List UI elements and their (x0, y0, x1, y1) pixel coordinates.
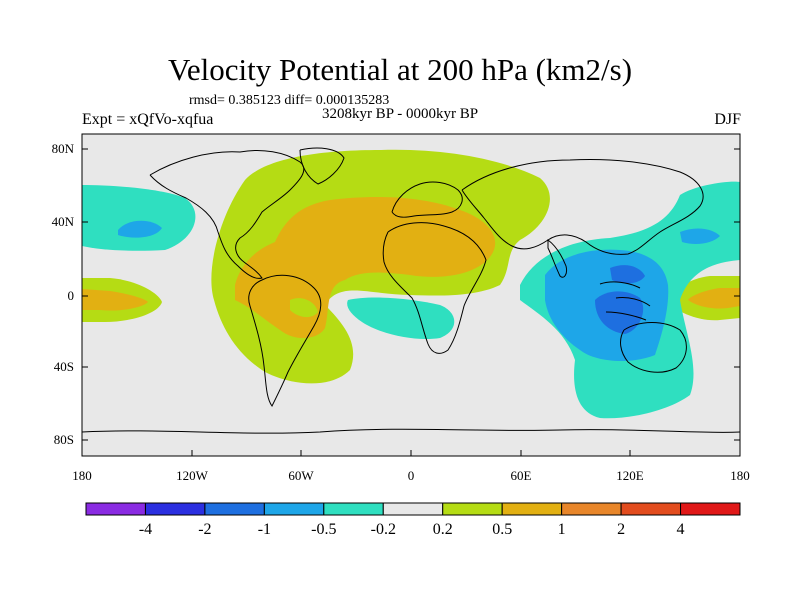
coastlines (82, 147, 740, 434)
y-label-80s: 80S (53, 432, 74, 447)
colorbar-swatch-2 (204, 502, 265, 516)
colorbar-label: -2 (198, 521, 212, 538)
x-label-180e: 180 (730, 468, 750, 483)
x-label-60e: 60E (510, 468, 532, 483)
colorbar-swatch-10 (680, 502, 741, 516)
colorbar-swatch-7 (501, 502, 563, 516)
contour-negative-npac-inner (680, 228, 720, 244)
colorbar-label: -0.5 (311, 521, 337, 538)
coast-greenland (299, 147, 345, 185)
coast-maritime (599, 281, 651, 321)
coast-antarctica (82, 428, 740, 434)
coast-africa (382, 222, 487, 354)
colorbar-label: -1 (257, 521, 272, 538)
colorbar-label: 4 (676, 521, 685, 538)
time-period: 3208kyr BP - 0000kyr BP (321, 106, 479, 122)
x-label-120e: 120E (616, 468, 644, 483)
y-label-80n: 80N (51, 141, 74, 156)
colorbar-swatch-6 (442, 502, 503, 516)
colorbar-swatch-0 (85, 502, 146, 516)
y-label-40s: 40S (53, 359, 74, 374)
colorbar-label: 2 (617, 521, 626, 538)
season-label: DJF (714, 111, 741, 128)
coast-south-america (248, 274, 322, 407)
x-label-60w: 60W (288, 468, 314, 483)
colorbar-swatch-5 (382, 502, 444, 516)
contour-negative-1b (610, 265, 645, 284)
contour-fields (82, 149, 740, 419)
coast-australia (620, 322, 687, 373)
coast-asia (461, 159, 704, 255)
rmsd-diff-stats: rmsd= 0.385123 diff= 0.000135283 (189, 93, 390, 108)
colorbar-label: 1 (557, 521, 566, 538)
y-label-40n: 40N (51, 214, 74, 229)
y-label-0: 0 (67, 288, 75, 303)
contour-negative-nepac (82, 185, 196, 251)
contour-positive-0.5b (290, 298, 318, 318)
contour-positive-west-pacific-r-inner (688, 288, 740, 309)
colorbar-label: -0.2 (370, 521, 396, 538)
colorbar-swatch-4 (323, 502, 384, 516)
colorbar-label: -4 (138, 521, 153, 538)
colorbar-swatch-8 (561, 502, 622, 516)
y-ticks (82, 148, 740, 441)
colorbar-swatch-9 (620, 502, 682, 516)
x-label-120w: 120W (176, 468, 208, 483)
x-label-180w: 180 (72, 468, 92, 483)
colorbar-swatch-1 (144, 502, 206, 516)
coast-india (547, 238, 567, 278)
colorbar (85, 502, 741, 516)
contour-negative-atlantic (347, 297, 455, 340)
coast-europe (391, 181, 463, 218)
map-title: Velocity Potential at 200 hPa (km2/s) (167, 52, 633, 87)
colorbar-label: 0.5 (492, 521, 513, 538)
x-ticks (81, 450, 741, 456)
colorbar-label: 0.2 (432, 521, 453, 538)
contour-positive-west-pacific-l-inner (82, 289, 148, 311)
x-label-0: 0 (407, 468, 415, 483)
contour-negative-nepac-inner (118, 220, 162, 238)
experiment-label: Expt = xQfVo-xqfua (82, 111, 214, 128)
coast-north-america (149, 149, 305, 279)
colorbar-swatch-3 (263, 502, 325, 516)
